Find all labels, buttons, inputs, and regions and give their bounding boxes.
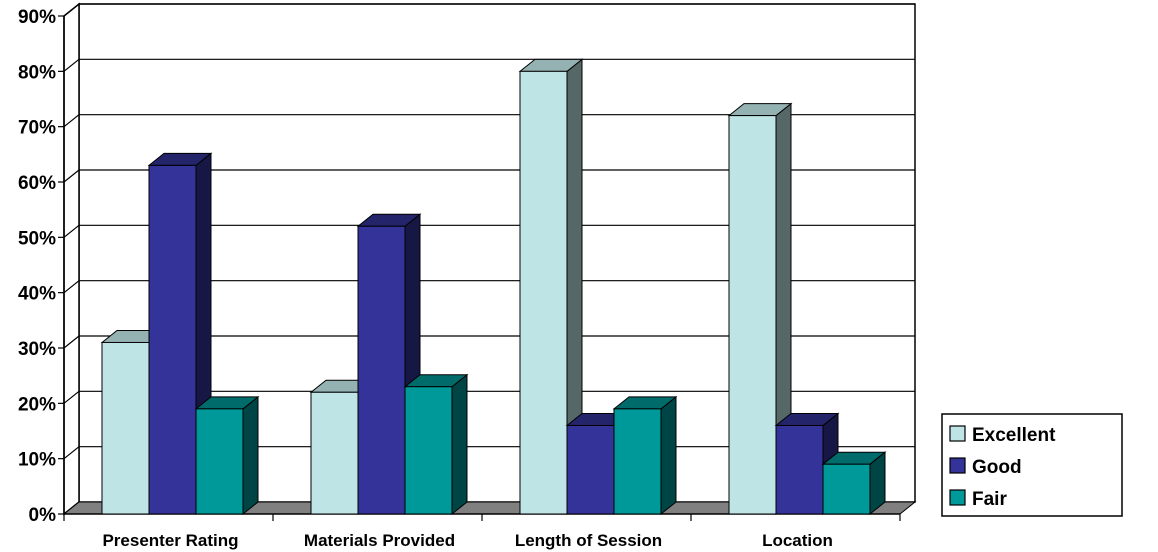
y-tick-label: 90% — [18, 7, 56, 28]
bar-front — [519, 70, 568, 515]
legend: Excellent Good Fair — [941, 413, 1123, 517]
bar-front — [404, 386, 453, 515]
y-tick-label: 70% — [18, 118, 56, 139]
bar-front — [101, 341, 150, 515]
bar-front — [728, 115, 777, 515]
y-tick-label: 10% — [18, 450, 56, 471]
bar-front — [195, 408, 244, 515]
y-tick-label: 20% — [18, 394, 56, 415]
legend-swatch — [949, 457, 966, 474]
x-tick-label: Location — [762, 531, 833, 550]
bar — [194, 395, 260, 516]
gridline — [63, 224, 915, 238]
bar-front — [148, 164, 197, 515]
x-tick-label: Length of Session — [515, 531, 662, 550]
x-tick-label: Presenter Rating — [102, 531, 238, 550]
y-tick-label: 40% — [18, 284, 56, 305]
legend-swatch — [949, 425, 966, 442]
bar-side — [242, 395, 259, 516]
gridline — [63, 169, 915, 183]
bar — [403, 373, 469, 516]
x-tick-label: Materials Provided — [304, 531, 455, 550]
gridline — [63, 390, 915, 404]
bar — [518, 58, 584, 516]
legend-swatch — [949, 489, 966, 506]
bar — [821, 451, 887, 516]
bar-side — [451, 373, 468, 516]
gridline — [63, 280, 915, 294]
bar-front — [566, 424, 615, 515]
y-tick-label: 30% — [18, 339, 56, 360]
bar — [727, 102, 793, 516]
bar — [356, 213, 422, 516]
bar-front — [310, 391, 359, 515]
y-axis: 0% 10% 20% 30% 40% 50% 60% 70% 80% 90% — [18, 7, 65, 526]
bar-front — [822, 463, 871, 515]
y-tick-label: 60% — [18, 173, 56, 194]
x-axis: Presenter Rating Materials Provided Length… — [63, 513, 901, 550]
gridline — [63, 3, 915, 17]
bar-front — [613, 408, 662, 515]
gridline — [63, 58, 915, 72]
plot-side-wall — [63, 2, 80, 516]
bar-front — [775, 424, 824, 515]
legend-box — [941, 413, 1123, 517]
bar — [612, 395, 678, 516]
gridline — [63, 335, 915, 349]
bar-side — [660, 395, 677, 516]
y-tick-label: 80% — [18, 62, 56, 83]
bar-front — [357, 225, 406, 515]
legend-label: Excellent — [972, 425, 1056, 446]
legend-label: Good — [972, 457, 1022, 478]
legend-label: Fair — [972, 489, 1007, 510]
bars — [100, 58, 887, 516]
gridline — [63, 114, 915, 128]
y-tick-label: 50% — [18, 228, 56, 249]
y-tick-label: 0% — [29, 505, 57, 526]
